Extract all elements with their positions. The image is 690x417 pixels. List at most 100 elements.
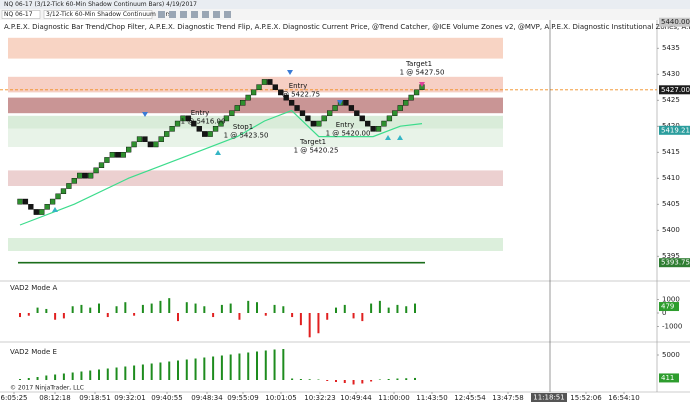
brick	[310, 120, 316, 127]
brick	[49, 198, 56, 205]
histogram-bar	[264, 350, 267, 380]
tool-icon[interactable]	[169, 11, 176, 18]
y-tick-label: 5415	[662, 148, 680, 156]
histogram-bar	[27, 378, 30, 380]
signal-arrow	[142, 112, 148, 117]
tool-icon[interactable]	[180, 11, 187, 18]
histogram-bar	[273, 349, 276, 380]
brick	[261, 79, 268, 85]
histogram-bar	[308, 379, 311, 380]
annotation-title: Target1	[405, 60, 432, 68]
tool-icon[interactable]	[224, 11, 231, 18]
brick	[294, 105, 300, 111]
annotation-detail: 1 @ 5420.25	[294, 147, 339, 155]
histogram-bar	[141, 364, 144, 380]
brick	[403, 99, 409, 106]
annotation-detail: @ 5422.75	[282, 91, 320, 99]
histogram-bar	[106, 313, 109, 318]
value-marker-label: 411	[661, 374, 674, 382]
interval[interactable]: 3/12-Tick 60-Min Shadow Continuum Bars	[46, 11, 171, 18]
histogram-bar	[370, 380, 373, 382]
value-marker	[659, 373, 679, 383]
histogram-bar	[36, 307, 39, 313]
brick	[212, 125, 219, 132]
histogram-bar	[98, 303, 100, 313]
signal-arrow	[385, 135, 391, 140]
brick	[327, 110, 333, 116]
histogram-bar	[141, 304, 144, 313]
brick	[381, 120, 387, 127]
brick	[17, 198, 23, 205]
histogram-bar	[98, 369, 100, 380]
histogram-bar	[291, 313, 294, 318]
x-tick-label: 12:45:54	[454, 394, 486, 402]
instrument-selector[interactable]	[1, 10, 41, 19]
x-tick-label: 10:32:23	[304, 394, 335, 402]
histogram-bar	[19, 313, 21, 318]
signal-arrow	[337, 100, 343, 105]
y-tick-label: 5430	[662, 70, 680, 78]
histogram-bar	[343, 304, 346, 313]
histogram-bar	[36, 377, 39, 380]
histogram-bar	[229, 303, 232, 313]
brick	[386, 115, 393, 122]
brick	[245, 94, 251, 101]
brick	[321, 115, 327, 122]
signal-arrow	[52, 207, 58, 212]
y-tick-label: 5395	[662, 252, 680, 260]
interval-selector[interactable]	[43, 10, 153, 19]
histogram-bar	[71, 306, 74, 313]
histogram-bar	[194, 303, 197, 313]
annotation-detail: 1 @ 5427.50	[400, 69, 445, 77]
brick	[316, 120, 322, 127]
brick	[158, 136, 164, 143]
y-tick-label: 5410	[662, 174, 680, 182]
price-marker	[659, 85, 690, 95]
tool-icon[interactable]	[213, 11, 220, 18]
zone	[8, 115, 503, 129]
tool-icon[interactable]	[202, 11, 209, 18]
histogram-bar	[45, 375, 48, 380]
histogram-bar	[115, 306, 118, 313]
x-tick-label: 09:18:51	[79, 394, 110, 402]
histogram-bar	[317, 379, 320, 380]
brick	[218, 120, 224, 127]
histogram-bar	[168, 361, 171, 380]
histogram-bar	[106, 368, 109, 380]
annotation-detail: 1 @ 5420.00	[326, 130, 371, 138]
histogram-bar	[168, 298, 171, 313]
histogram-bar	[256, 302, 258, 313]
zone	[8, 170, 503, 186]
copyright: © 2017 NinjaTrader, LLC	[10, 385, 84, 392]
brick	[169, 125, 175, 132]
brick	[202, 131, 208, 137]
brick	[332, 105, 338, 111]
tool-icon[interactable]	[191, 11, 198, 18]
price-marker	[659, 258, 690, 268]
indicators-label: A.P.E.X. Diagnostic Bar Trend/Chop Filte…	[4, 23, 690, 31]
brick	[234, 105, 240, 111]
y-tick-label: 5000	[662, 351, 680, 359]
instrument[interactable]: NQ 06-17	[4, 11, 33, 18]
tool-icon[interactable]	[158, 11, 165, 18]
brick	[66, 183, 72, 189]
price-marker	[659, 17, 690, 27]
histogram-bar	[89, 307, 92, 313]
histogram-bar	[273, 304, 276, 313]
price-marker-label: 5393.75	[661, 259, 690, 267]
signal-arrow	[397, 135, 403, 140]
toolbar-icons	[158, 11, 231, 18]
y-tick-label: 5405	[662, 200, 680, 208]
histogram-bar	[326, 313, 329, 320]
brick	[126, 146, 132, 153]
x-tick-label: 6:05:25	[1, 394, 28, 402]
x-tick-label: 13:47:58	[492, 394, 523, 402]
x-tick-label: 11:00:00	[378, 394, 409, 402]
y-tick-label: 0	[662, 309, 666, 317]
price-marker-label: 5440.00	[661, 18, 690, 26]
histogram-bar	[124, 302, 127, 313]
brick	[44, 203, 50, 210]
x-tick-label: 09:32:01	[114, 394, 145, 402]
brick	[120, 151, 126, 158]
